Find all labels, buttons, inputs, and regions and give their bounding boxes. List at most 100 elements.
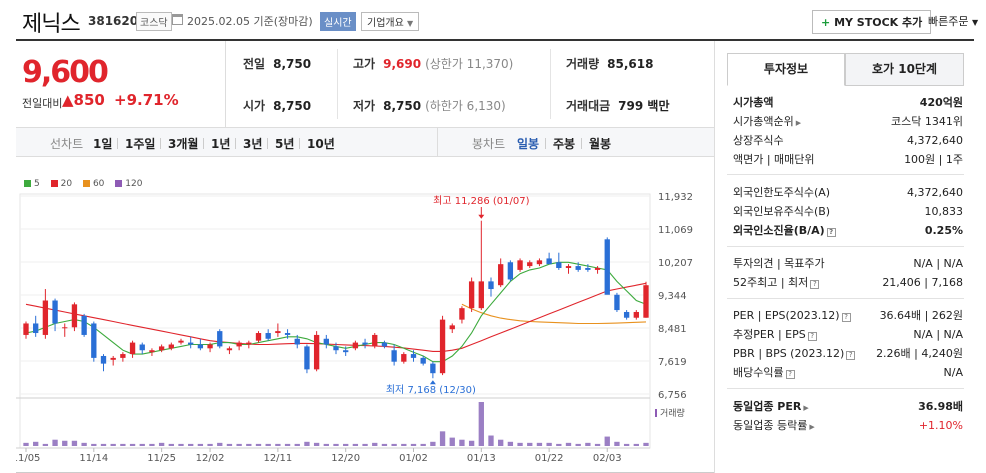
legend-swatch — [82, 180, 90, 187]
stock-name: 제닉스 — [22, 12, 81, 37]
tab-divider — [203, 138, 204, 149]
row-label-text: 시가총액순위 — [733, 115, 794, 128]
help-icon[interactable]: ? — [807, 332, 817, 341]
tab-investment-info[interactable]: 투자정보 — [727, 53, 845, 86]
stat-value: 8,750 — [383, 99, 422, 113]
price-stats: 전일 8,750 고가 9,690 (상한가 11,370) 거래량 85,618 시가… — [227, 41, 714, 127]
candlestick-chart[interactable]: 11,932 11,069 10,207 9,344 8,481 7,619 6,756 11… — [16, 170, 714, 473]
volume-bar — [410, 443, 417, 446]
row-value: 2.26배 | 4,240원 — [876, 347, 963, 360]
stat-label: 시가 — [243, 99, 266, 113]
section-divider — [727, 246, 964, 247]
tab-divider — [117, 138, 118, 149]
volume-bar — [23, 442, 29, 446]
tab-3month[interactable]: 3개월 — [168, 137, 199, 151]
tab-3year[interactable]: 3년 — [243, 137, 263, 151]
volume-bar — [246, 443, 252, 446]
volume-bar — [207, 443, 213, 446]
tab-weekly[interactable]: 주봉 — [553, 137, 576, 151]
price-change: ▲850 — [62, 91, 105, 109]
tab-1day[interactable]: 1일 — [93, 137, 113, 151]
add-mystock-button[interactable]: + MY STOCK 추가 — [812, 10, 932, 34]
legend-label: 20 — [60, 179, 73, 189]
calendar-icon — [172, 14, 183, 25]
row-market-cap-rank[interactable]: 시가총액순위 ▶ 코스닥 1341위 — [733, 114, 963, 130]
x-tick-label: 01/13 — [467, 453, 496, 464]
row-label: 추정PER | EPS? — [733, 327, 817, 343]
quick-order-link[interactable]: 빠른주문 ▼ — [928, 13, 978, 29]
x-tick-label: 11/14 — [79, 453, 108, 464]
volume-bar — [33, 441, 39, 446]
row-foreign-rate: 외국인소진율(B/A)? 0.25% — [733, 223, 963, 239]
section-divider — [727, 174, 964, 175]
volume-bar — [449, 437, 455, 446]
tab-group-divider — [437, 128, 438, 156]
candle-body — [91, 323, 97, 358]
header-divider — [16, 39, 974, 41]
stat-value: 85,618 — [607, 57, 654, 71]
candle-body — [207, 344, 213, 349]
candle-body — [62, 327, 68, 329]
tab-orderbook[interactable]: 호가 10단계 — [845, 53, 964, 86]
row-value: 0.25% — [924, 224, 963, 237]
company-overview-button[interactable]: 기업개요 ▼ — [361, 12, 420, 31]
tab-divider — [545, 138, 546, 149]
row-dividend: 배당수익률? N/A — [733, 365, 963, 381]
candle-body — [81, 315, 87, 335]
volume-bar — [197, 443, 204, 446]
candle-body — [449, 325, 455, 330]
volume-bar — [565, 442, 572, 446]
tab-monthly[interactable]: 월봉 — [589, 137, 612, 151]
candle-body — [168, 344, 174, 349]
volume-bar — [236, 443, 242, 446]
tab-1year[interactable]: 1년 — [211, 137, 231, 151]
x-tick-label: 01/22 — [535, 453, 564, 464]
volume-bar — [71, 440, 78, 446]
tab-daily[interactable]: 일봉 — [517, 137, 540, 151]
volume-bar — [284, 443, 291, 446]
legend-label: 60 — [92, 179, 105, 189]
high-annotation: 최고 11,286 (01/07) — [433, 195, 529, 207]
y-tick-label: 8,481 — [658, 324, 687, 335]
help-icon[interactable]: ? — [826, 228, 836, 237]
tab-5year[interactable]: 5년 — [275, 137, 295, 151]
candle-body — [110, 357, 116, 360]
volume-bar — [129, 443, 136, 446]
company-overview-label: 기업개요 — [367, 18, 404, 29]
row-value: 100원 | 1주 — [904, 153, 963, 166]
realtime-button[interactable]: 실시간 — [320, 12, 356, 31]
volume-bar — [604, 436, 610, 446]
volume-bar — [585, 442, 591, 446]
candle-body — [333, 346, 339, 351]
candle-body — [139, 344, 145, 351]
volume-bar — [265, 443, 271, 446]
x-tick-label: 02/03 — [593, 453, 622, 464]
row-label-text: 배당수익률 — [733, 366, 784, 379]
legend-label: 120 — [125, 179, 143, 189]
help-icon[interactable]: ? — [785, 370, 795, 379]
candle-chart-label: 봉차트 — [472, 137, 506, 151]
volume-bar — [633, 443, 639, 446]
high-arrow-head — [478, 214, 485, 219]
volume-bar — [139, 443, 145, 446]
tab-1week[interactable]: 1주일 — [125, 137, 156, 151]
tab-underline — [727, 85, 964, 86]
volume-bar — [100, 443, 107, 446]
volume-bar — [110, 443, 116, 446]
help-icon[interactable]: ? — [841, 313, 851, 322]
row-est-per: 추정PER | EPS? N/A | N/A — [733, 327, 963, 343]
tab-10year[interactable]: 10년 — [307, 137, 335, 151]
stat-amount: 거래대금 799 백만 — [566, 97, 669, 114]
candle-body — [575, 266, 581, 270]
row-pbr: PBR | BPS (2023.12)? 2.26배 | 4,240원 — [733, 346, 963, 362]
row-value: 36.64배 | 262원 — [879, 309, 963, 322]
quick-order-label: 빠른주문 — [928, 15, 969, 28]
candle-body — [265, 333, 271, 339]
plus-icon: + — [821, 16, 831, 29]
candle-body — [71, 304, 78, 328]
help-icon[interactable]: ? — [846, 351, 856, 360]
candle-body — [478, 281, 484, 309]
volume-bar — [556, 443, 562, 446]
candle-body — [401, 354, 407, 362]
help-icon[interactable]: ? — [810, 280, 820, 289]
